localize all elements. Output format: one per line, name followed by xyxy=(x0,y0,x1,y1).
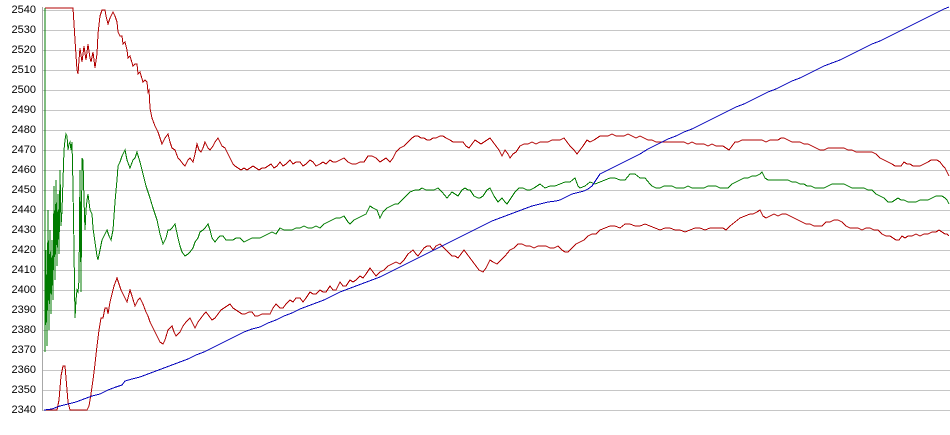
y-axis-tick-label: 2370 xyxy=(11,344,36,356)
y-axis-tick-label: 2350 xyxy=(11,384,36,396)
y-axis-tick-label: 2390 xyxy=(11,304,36,316)
y-axis-tick-label: 2460 xyxy=(11,164,36,176)
y-axis-tick-label: 2480 xyxy=(11,124,36,136)
y-axis-tick-label: 2410 xyxy=(11,264,36,276)
y-axis-tick-label: 2540 xyxy=(11,4,36,16)
y-axis-tick-label: 2470 xyxy=(11,144,36,156)
y-axis-tick-label: 2380 xyxy=(11,324,36,336)
y-axis-tick-label: 2520 xyxy=(11,44,36,56)
y-axis-tick-label: 2360 xyxy=(11,364,36,376)
y-axis-tick-label: 2490 xyxy=(11,104,36,116)
y-axis-tick-label: 2340 xyxy=(11,404,36,416)
y-axis-tick-label: 2400 xyxy=(11,284,36,296)
series-red-upper-band xyxy=(45,7,950,177)
y-axis-tick-label: 2530 xyxy=(11,24,36,36)
series-blue-rising-line xyxy=(43,6,950,411)
y-axis-tick-label: 2510 xyxy=(11,64,36,76)
series-green-middle xyxy=(44,8,950,353)
y-axis-tick-label: 2420 xyxy=(11,244,36,256)
series-red-lower-band xyxy=(44,209,950,411)
y-axis-tick-label: 2500 xyxy=(11,84,36,96)
y-axis-tick-label: 2430 xyxy=(11,224,36,236)
y-axis-tick-label: 2450 xyxy=(11,184,36,196)
y-axis-tick-label: 2440 xyxy=(11,204,36,216)
